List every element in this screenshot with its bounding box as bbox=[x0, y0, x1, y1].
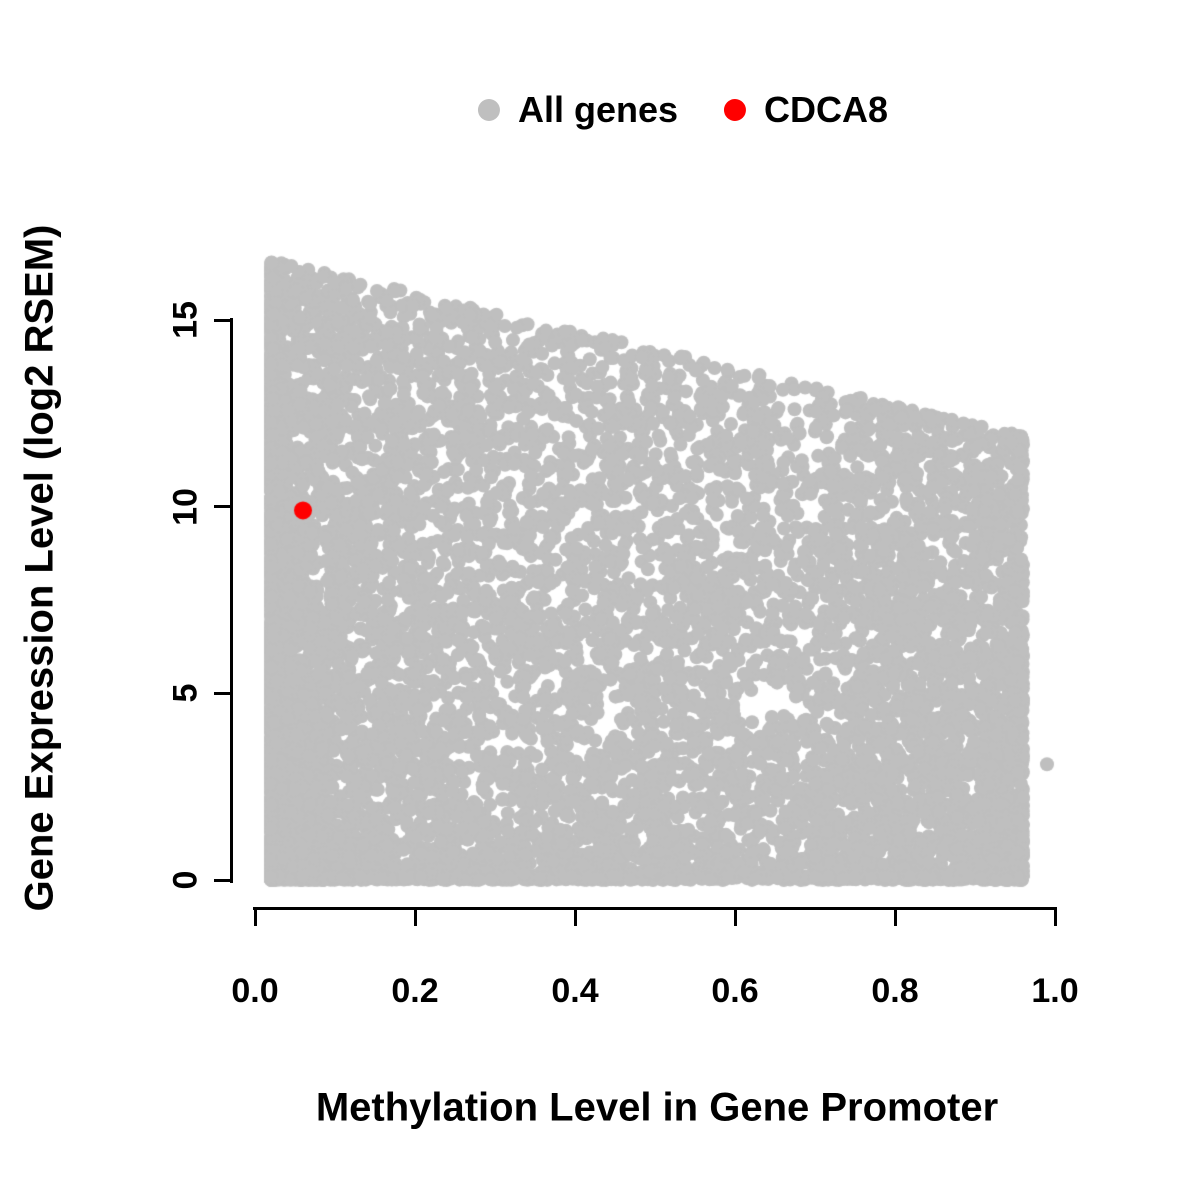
x-tick-mark bbox=[1053, 910, 1057, 926]
all-genes-point-icon bbox=[477, 99, 500, 121]
x-tick-mark bbox=[253, 910, 257, 926]
y-axis-line bbox=[230, 318, 233, 883]
x-tick-mark bbox=[573, 910, 577, 926]
y-tick-mark bbox=[214, 878, 230, 882]
legend-label-all-genes: All genes bbox=[517, 89, 679, 130]
x-tick-mark bbox=[733, 910, 737, 926]
y-tick-mark bbox=[214, 691, 230, 695]
x-tick-label: 0.4 bbox=[551, 972, 599, 1010]
x-tick-mark bbox=[893, 910, 897, 926]
x-tick-label: 0.2 bbox=[391, 972, 439, 1010]
x-axis-line bbox=[253, 907, 1057, 910]
y-tick-label: 5 bbox=[166, 683, 205, 703]
y-tick-label: 15 bbox=[166, 301, 205, 339]
x-tick-mark bbox=[413, 910, 417, 926]
legend-item-all-genes: All genes bbox=[477, 89, 679, 131]
legend-label-cdca8: CDCA8 bbox=[764, 89, 889, 130]
x-tick-label: 0.6 bbox=[711, 972, 759, 1010]
x-axis-title: Methylation Level in Gene Promoter bbox=[315, 1085, 999, 1130]
y-axis-title: Gene Expression Level (log2 RSEM) bbox=[17, 224, 62, 912]
legend: All genes CDCA8 bbox=[477, 89, 888, 131]
y-tick-mark bbox=[214, 318, 230, 322]
y-tick-label: 0 bbox=[166, 870, 205, 890]
y-tick-label: 10 bbox=[166, 487, 205, 526]
legend-item-cdca8: CDCA8 bbox=[724, 89, 888, 131]
cdca8-point-icon bbox=[724, 99, 747, 121]
x-tick-label: 1.0 bbox=[1031, 972, 1079, 1010]
x-tick-label: 0.0 bbox=[231, 972, 279, 1010]
y-tick-mark bbox=[214, 505, 230, 509]
x-tick-label: 0.8 bbox=[871, 972, 919, 1010]
